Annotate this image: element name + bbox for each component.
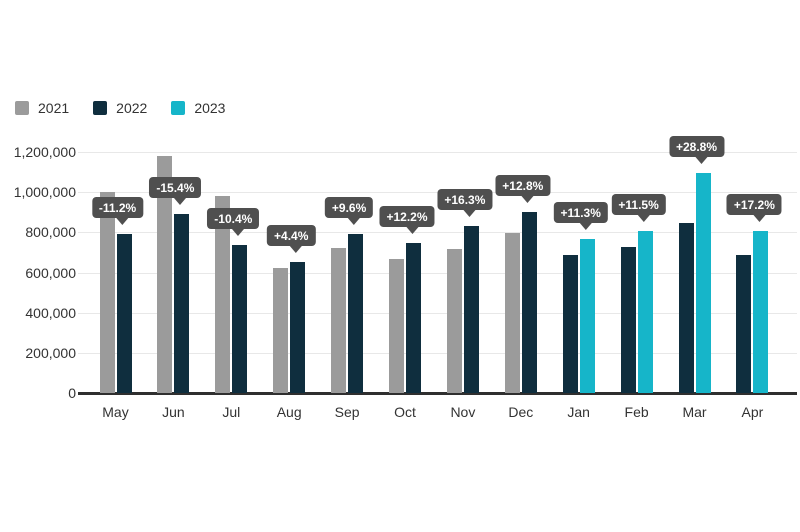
- bar-2023-mar: [695, 173, 711, 393]
- gridline: [78, 232, 797, 234]
- x-tick-label-mar: Mar: [682, 404, 707, 420]
- bar-2022-aug: [290, 262, 306, 393]
- badge-pointer: [695, 157, 708, 165]
- badge-pointer: [348, 218, 361, 226]
- badge-pointer: [637, 215, 650, 223]
- bar-2021-nov: [446, 249, 462, 393]
- gridline: [78, 352, 797, 354]
- gridline: [78, 152, 797, 153]
- y-tick-label: 1,000,000: [13, 184, 76, 201]
- x-tick-label-apr: Apr: [741, 404, 764, 420]
- badge-pointer: [174, 198, 187, 206]
- yoy-badge-may: -11.2%: [91, 197, 144, 226]
- legend-swatch: [93, 101, 108, 115]
- bar-2021-oct: [389, 259, 404, 393]
- yoy-badge-mar: +28.8%: [668, 136, 725, 165]
- yoy-badge-dec: +12.8%: [495, 175, 551, 204]
- gridline: [78, 312, 797, 314]
- chart-legend: 2021 2022 2023: [15, 100, 225, 116]
- badge-pointer: [405, 227, 418, 235]
- yoy-badge-oct: +12.2%: [379, 206, 435, 235]
- badge-pointer: [290, 246, 303, 254]
- x-tick-label-may: May: [102, 404, 129, 420]
- badge-pointer: [463, 210, 476, 218]
- badge-pointer: [232, 229, 245, 237]
- bar-2023-feb: [637, 231, 653, 393]
- y-tick-label: 800,000: [25, 224, 76, 241]
- legend-item-2022: 2022: [93, 100, 147, 116]
- y-tick-label: 1,200,000: [13, 144, 76, 160]
- yoy-badge-apr: +17.2%: [726, 194, 782, 223]
- badge-pointer: [116, 218, 129, 226]
- bar-2021-jun: [157, 156, 173, 393]
- bar-2021-jul: [215, 196, 231, 393]
- bar-2022-jun: [174, 214, 190, 393]
- bar-2021-sep: [331, 248, 347, 393]
- yoy-badge-nov: +16.3%: [437, 189, 493, 218]
- bar-2022-nov: [463, 226, 479, 393]
- bar-2022-apr: [736, 255, 752, 393]
- bar-2023-apr: [753, 231, 769, 393]
- bar-2022-mar: [678, 223, 694, 393]
- bar-2021-dec: [504, 233, 520, 393]
- x-axis-line: [78, 392, 797, 395]
- bar-2022-oct: [406, 243, 421, 393]
- yoy-badge-jun: -15.4%: [149, 177, 202, 206]
- y-tick-label: 600,000: [25, 264, 76, 281]
- bar-2022-jan: [562, 255, 578, 393]
- legend-label: 2023: [194, 100, 226, 116]
- x-tick-label-oct: Oct: [394, 404, 416, 420]
- y-tick-label: 400,000: [25, 304, 76, 321]
- x-tick-label-feb: Feb: [624, 404, 649, 420]
- legend-label: 2022: [116, 100, 148, 116]
- badge-pointer: [579, 223, 592, 231]
- y-tick-label: 200,000: [25, 344, 76, 361]
- bar-2021-may: [99, 192, 115, 393]
- bar-2021-aug: [273, 268, 289, 393]
- badge-pointer: [521, 196, 534, 204]
- yoy-badge-sep: +9.6%: [324, 197, 374, 226]
- yoy-badge-jan: +11.3%: [553, 202, 608, 231]
- legend-label: 2021: [38, 100, 70, 116]
- legend-swatch: [15, 101, 29, 115]
- legend-item-2023: 2023: [171, 100, 225, 116]
- bar-2022-sep: [348, 234, 364, 393]
- legend-swatch: [171, 101, 186, 115]
- yoy-badge-aug: +4.4%: [267, 225, 316, 254]
- bar-2023-jan: [579, 239, 595, 393]
- yoy-badge-feb: +11.5%: [611, 194, 666, 223]
- y-tick-label: 0: [68, 385, 76, 401]
- legend-item-2021: 2021: [15, 100, 69, 116]
- bar-2022-dec: [521, 212, 537, 393]
- bar-2022-jul: [232, 245, 248, 393]
- badge-pointer: [753, 215, 766, 223]
- x-tick-label-aug: Aug: [276, 404, 302, 420]
- x-tick-label-nov: Nov: [450, 404, 476, 420]
- bar-2022-may: [116, 234, 132, 393]
- x-tick-label-jun: Jun: [162, 404, 185, 420]
- yoy-badge-jul: -10.4%: [207, 208, 260, 237]
- bar-2022-feb: [620, 247, 636, 393]
- x-tick-label-dec: Dec: [508, 404, 534, 420]
- x-tick-label-jan: Jan: [567, 404, 590, 420]
- x-tick-label-sep: Sep: [334, 404, 360, 420]
- x-tick-label-jul: Jul: [222, 404, 241, 420]
- gridline: [78, 272, 797, 274]
